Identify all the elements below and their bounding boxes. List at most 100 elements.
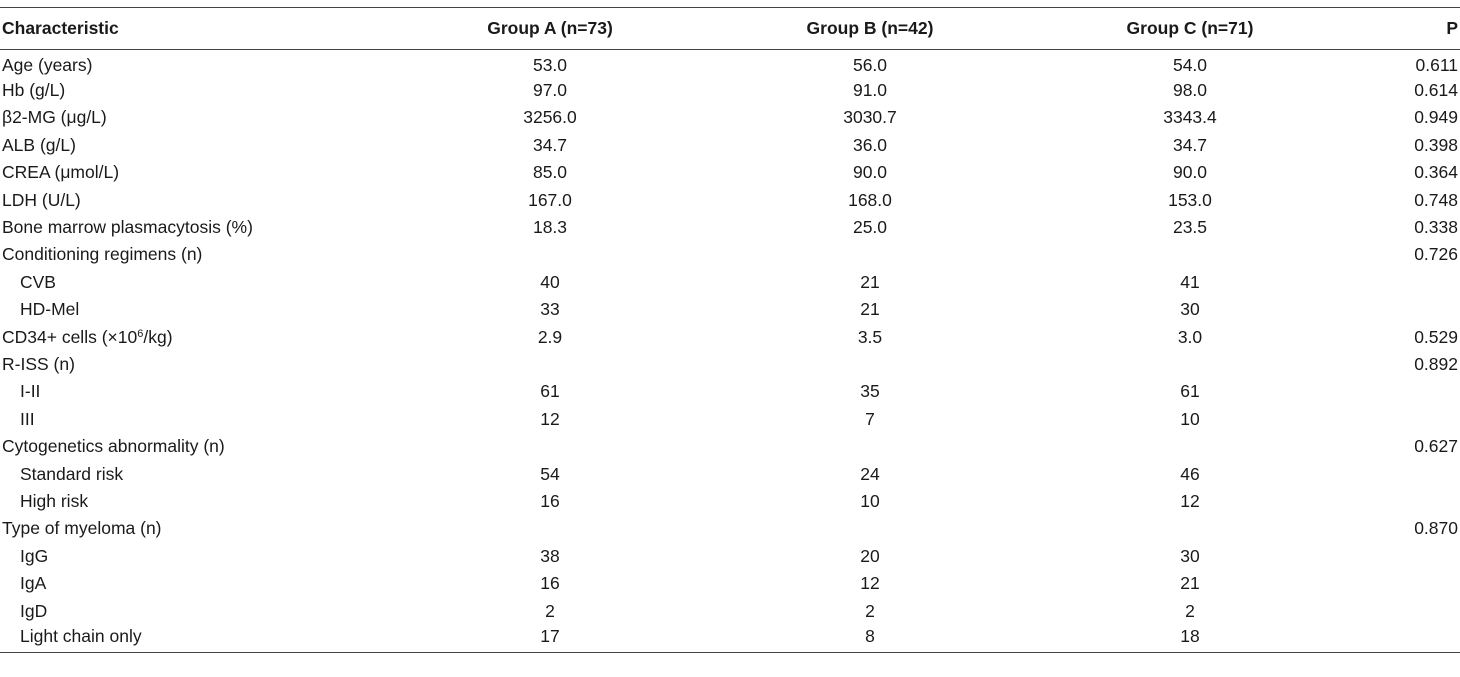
cell-group-c: [1060, 515, 1320, 542]
table-row: IgG 38 20 30: [0, 543, 1460, 570]
table-row: III 12 7 10: [0, 406, 1460, 433]
cell-group-c: 10: [1180, 408, 1200, 429]
cell-p-value: [1320, 543, 1460, 570]
table-row: CREA (μmol/L) 85.0 90.0 90.0 0.364: [0, 159, 1460, 186]
row-label: CD34+ cells (×106/kg): [0, 323, 420, 350]
row-label: III: [20, 408, 35, 429]
cell-p-value: 0.338: [1414, 217, 1458, 238]
table-row: Standard risk 54 24 46: [0, 460, 1460, 487]
cell-group-a: [420, 433, 680, 460]
table-row: CD34+ cells (×106/kg) 2.9 3.5 3.0 0.529: [0, 323, 1460, 350]
cell-group-b: 90.0: [852, 162, 888, 183]
cell-group-c: 2: [1185, 600, 1195, 621]
cell-p-value: [1320, 597, 1460, 624]
cell-group-b: 21: [860, 299, 880, 320]
row-label: LDH (U/L): [2, 189, 81, 210]
table-row: IgD 2 2 2: [0, 597, 1460, 624]
cell-group-b: 12: [860, 573, 880, 594]
cell-group-c: [1060, 241, 1320, 268]
cell-group-a: [420, 241, 680, 268]
cell-group-b: 25.0: [852, 217, 888, 238]
table-body: Age (years) 53.0 56.0 54.0 0.611 Hb (g/L…: [0, 50, 1460, 653]
table-row: Hb (g/L) 97.0 91.0 98.0 0.614: [0, 77, 1460, 104]
cell-group-b: [680, 515, 1060, 542]
row-label: CREA (μmol/L): [2, 162, 120, 183]
header-group-b: Group B (n=42): [806, 18, 934, 38]
row-label: Age (years): [2, 55, 93, 76]
row-label: Hb (g/L): [2, 80, 66, 101]
cell-group-a: 3256.0: [523, 107, 577, 128]
cell-group-a: 97.0: [532, 80, 568, 101]
characteristics-table: Characteristic Group A (n=73) Group B (n…: [0, 7, 1460, 653]
cell-group-b: 3.5: [857, 326, 883, 347]
cell-group-b: [680, 241, 1060, 268]
row-label: IgD: [20, 600, 48, 621]
row-label-unit: /kg): [143, 326, 173, 347]
table-row: Light chain only 17 8 18: [0, 625, 1460, 652]
table-header: Characteristic Group A (n=73) Group B (n…: [0, 7, 1460, 50]
cell-group-c: 23.5: [1172, 217, 1208, 238]
cell-group-a: 16: [540, 490, 560, 511]
row-label: HD-Mel: [20, 299, 80, 320]
cell-group-c: 34.7: [1172, 134, 1208, 155]
row-label: I-II: [20, 381, 41, 402]
cell-group-a: 17: [540, 625, 560, 646]
cell-group-b: 24: [860, 463, 880, 484]
cell-group-c: 61: [1180, 381, 1200, 402]
cell-group-a: 167.0: [528, 189, 572, 210]
cell-group-c: 18: [1180, 625, 1200, 646]
cell-group-b: 8: [865, 625, 875, 646]
table-row: High risk 16 10 12: [0, 488, 1460, 515]
cell-group-c: 30: [1180, 299, 1200, 320]
cell-group-c: 30: [1180, 545, 1200, 566]
header-group-c: Group C (n=71): [1126, 18, 1254, 38]
cell-group-c: 54.0: [1172, 55, 1208, 76]
cell-p-value: [1320, 488, 1460, 515]
table-row: ALB (g/L) 34.7 36.0 34.7 0.398: [0, 132, 1460, 159]
cell-p-value: [1320, 269, 1460, 296]
cell-group-b: 3030.7: [843, 107, 897, 128]
table-row: LDH (U/L) 167.0 168.0 153.0 0.748: [0, 186, 1460, 213]
cell-group-c: 12: [1180, 490, 1200, 511]
cell-group-b: 21: [860, 271, 880, 292]
table-row: IgA 16 12 21: [0, 570, 1460, 597]
row-label: Standard risk: [20, 463, 124, 484]
table-row: Age (years) 53.0 56.0 54.0 0.611: [0, 50, 1460, 77]
cell-group-a: 34.7: [532, 134, 568, 155]
cell-p-value: 0.949: [1414, 107, 1458, 128]
cell-group-c: [1060, 351, 1320, 378]
table-row: Cytogenetics abnormality (n) 0.627: [0, 433, 1460, 460]
cell-group-b: 20: [860, 545, 880, 566]
row-label-superscript: 6: [137, 327, 144, 340]
cell-group-b: [680, 433, 1060, 460]
cell-p-value: [1320, 625, 1460, 652]
cell-group-b: 2: [865, 600, 875, 621]
header-characteristic: Characteristic: [2, 18, 119, 38]
row-label: Type of myeloma (n): [2, 518, 162, 539]
cell-group-a: 33: [540, 299, 560, 320]
table-row: HD-Mel 33 21 30: [0, 296, 1460, 323]
cell-p-value: [1320, 406, 1460, 433]
row-label: High risk: [20, 490, 89, 511]
cell-group-c: 3.0: [1177, 326, 1203, 347]
table-row: I-II 61 35 61: [0, 378, 1460, 405]
cell-group-b: 36.0: [852, 134, 888, 155]
cell-group-c: 90.0: [1172, 162, 1208, 183]
cell-group-b: 7: [865, 408, 875, 429]
cell-p-value: 0.364: [1414, 162, 1458, 183]
cell-group-a: 40: [540, 271, 560, 292]
cell-group-c: [1060, 433, 1320, 460]
row-label: IgA: [20, 573, 47, 594]
table-row: β2-MG (μg/L) 3256.0 3030.7 3343.4 0.949: [0, 104, 1460, 131]
cell-group-c: 21: [1180, 573, 1200, 594]
cell-p-value: 0.398: [1414, 134, 1458, 155]
cell-p-value: 0.627: [1414, 436, 1458, 457]
cell-group-a: 2.9: [537, 326, 563, 347]
cell-group-a: 38: [540, 545, 560, 566]
cell-p-value: [1320, 378, 1460, 405]
row-label: Conditioning regimens (n): [2, 244, 203, 265]
table-row: CVB 40 21 41: [0, 269, 1460, 296]
cell-group-b: 91.0: [852, 80, 888, 101]
table-row: Bone marrow plasmacytosis (%) 18.3 25.0 …: [0, 214, 1460, 241]
